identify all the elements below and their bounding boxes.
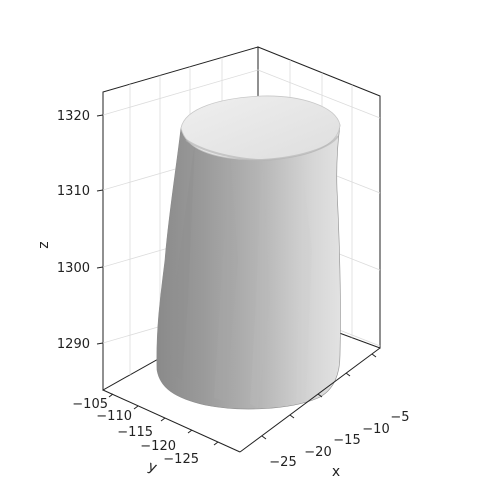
surface-object [156, 95, 341, 410]
x-axis-label: x [332, 464, 340, 480]
x-tick-label: −15 [333, 433, 360, 448]
x-tick-label: −25 [269, 455, 296, 470]
z-grid-line [257, 69, 381, 119]
z-axis-label: z [36, 241, 52, 248]
cylinder-body [156, 124, 341, 410]
z-tick-label: 1300 [57, 261, 90, 276]
z-tick-mark [96, 266, 104, 269]
y-tick-mark [213, 441, 219, 446]
y-tick-label: −115 [117, 425, 153, 440]
x-tick-label: −20 [304, 445, 331, 460]
x-tick-mark [371, 353, 377, 358]
z-tick-mark [96, 342, 104, 345]
x-tick-mark [345, 372, 351, 377]
x-axis-line [239, 347, 381, 453]
y-tick-mark [160, 417, 166, 422]
x-tick-mark [261, 435, 267, 440]
facet-shade [170, 140, 195, 380]
y-tick-mark [133, 405, 139, 410]
z-tick-label: 1310 [57, 184, 90, 199]
y-tick-mark [187, 429, 193, 434]
x-tick-mark [289, 414, 295, 419]
floor-edges [102, 347, 381, 453]
facet-shade [250, 155, 270, 408]
x-tick-label: −10 [362, 422, 389, 437]
y-axis-line [102, 389, 241, 453]
y-axis-label: y [146, 458, 159, 476]
x-tick-label: −5 [390, 410, 409, 425]
y-tick-label: −110 [96, 409, 132, 424]
z-tick-label: 1290 [57, 337, 90, 352]
z-tick-label: 1320 [57, 109, 90, 124]
x-tick-mark [317, 393, 323, 398]
y-tick-label: −120 [140, 439, 176, 454]
y-tick-label: −105 [72, 397, 108, 412]
facet-shade [296, 150, 312, 402]
z-tick-mark [96, 114, 104, 117]
rim-edge [185, 135, 339, 162]
facet-shade [214, 150, 238, 402]
y-tick-mark [108, 393, 114, 398]
y-tick-label: −125 [163, 452, 199, 467]
cylinder-top [180, 95, 341, 161]
z-tick-mark [96, 189, 104, 192]
z-grid-line [102, 69, 259, 116]
